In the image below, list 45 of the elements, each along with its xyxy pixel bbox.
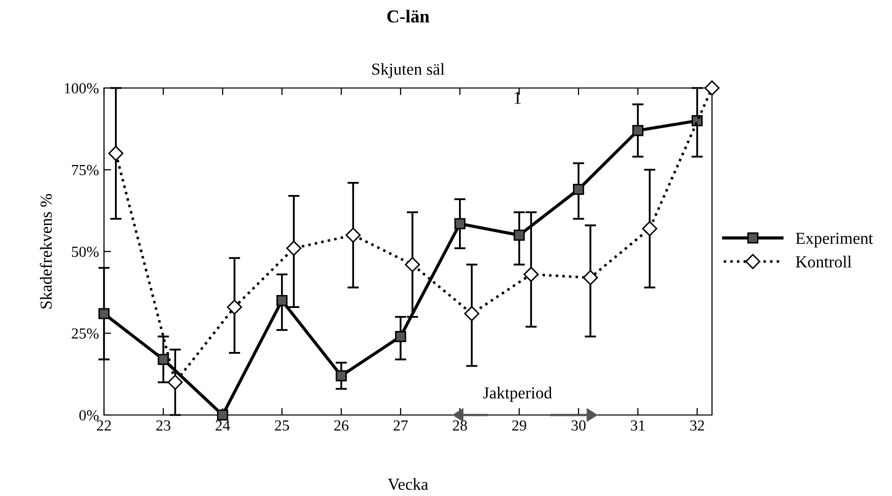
x-tick-label: 26 (334, 420, 348, 431)
point (572, 184, 584, 195)
point (336, 370, 347, 382)
point (395, 330, 406, 342)
point (286, 240, 302, 256)
point (524, 266, 539, 282)
x-tick-label: 23 (156, 420, 170, 431)
y-axis-title: Skadefrekvens % (40, 194, 52, 308)
x-tick-label: 31 (630, 420, 645, 431)
chart-title: C-län (387, 10, 430, 23)
point (158, 354, 169, 365)
point (226, 300, 242, 315)
x-tick-label: 28 (452, 420, 467, 431)
x-tick-label: 32 (690, 420, 704, 431)
point (642, 221, 658, 236)
legend-label: Kontroll (796, 256, 852, 268)
point (454, 218, 466, 230)
point (404, 257, 420, 272)
legend-label: Experiment (796, 232, 873, 248)
y-tick-label: 75% (72, 164, 99, 176)
point (632, 124, 644, 136)
point (514, 230, 525, 241)
point (582, 270, 598, 286)
point (346, 228, 361, 243)
x-tick-label: 29 (512, 420, 526, 431)
point (108, 146, 124, 161)
y-tick-label: 50% (72, 246, 99, 257)
x-tick-label: 27 (394, 420, 408, 430)
point (168, 374, 183, 390)
point (464, 306, 480, 322)
point (98, 308, 110, 320)
x-tick-label: 25 (274, 420, 289, 431)
point (276, 294, 288, 306)
x-tick-label: 22 (97, 420, 111, 430)
annotation: Jaktperiod (483, 386, 552, 402)
y-tick-label: 25% (72, 328, 99, 339)
x-tick-label: 30 (572, 420, 586, 431)
point (704, 80, 720, 96)
point (217, 409, 228, 421)
y-tick-label: 100% (64, 83, 99, 94)
x-axis-title: Vecka (388, 478, 428, 490)
annotation: 1 (514, 92, 521, 104)
x-tick-label: 24 (216, 420, 230, 430)
y-tick-label: 0% (79, 410, 99, 420)
text: Skjuten säl (372, 63, 444, 78)
